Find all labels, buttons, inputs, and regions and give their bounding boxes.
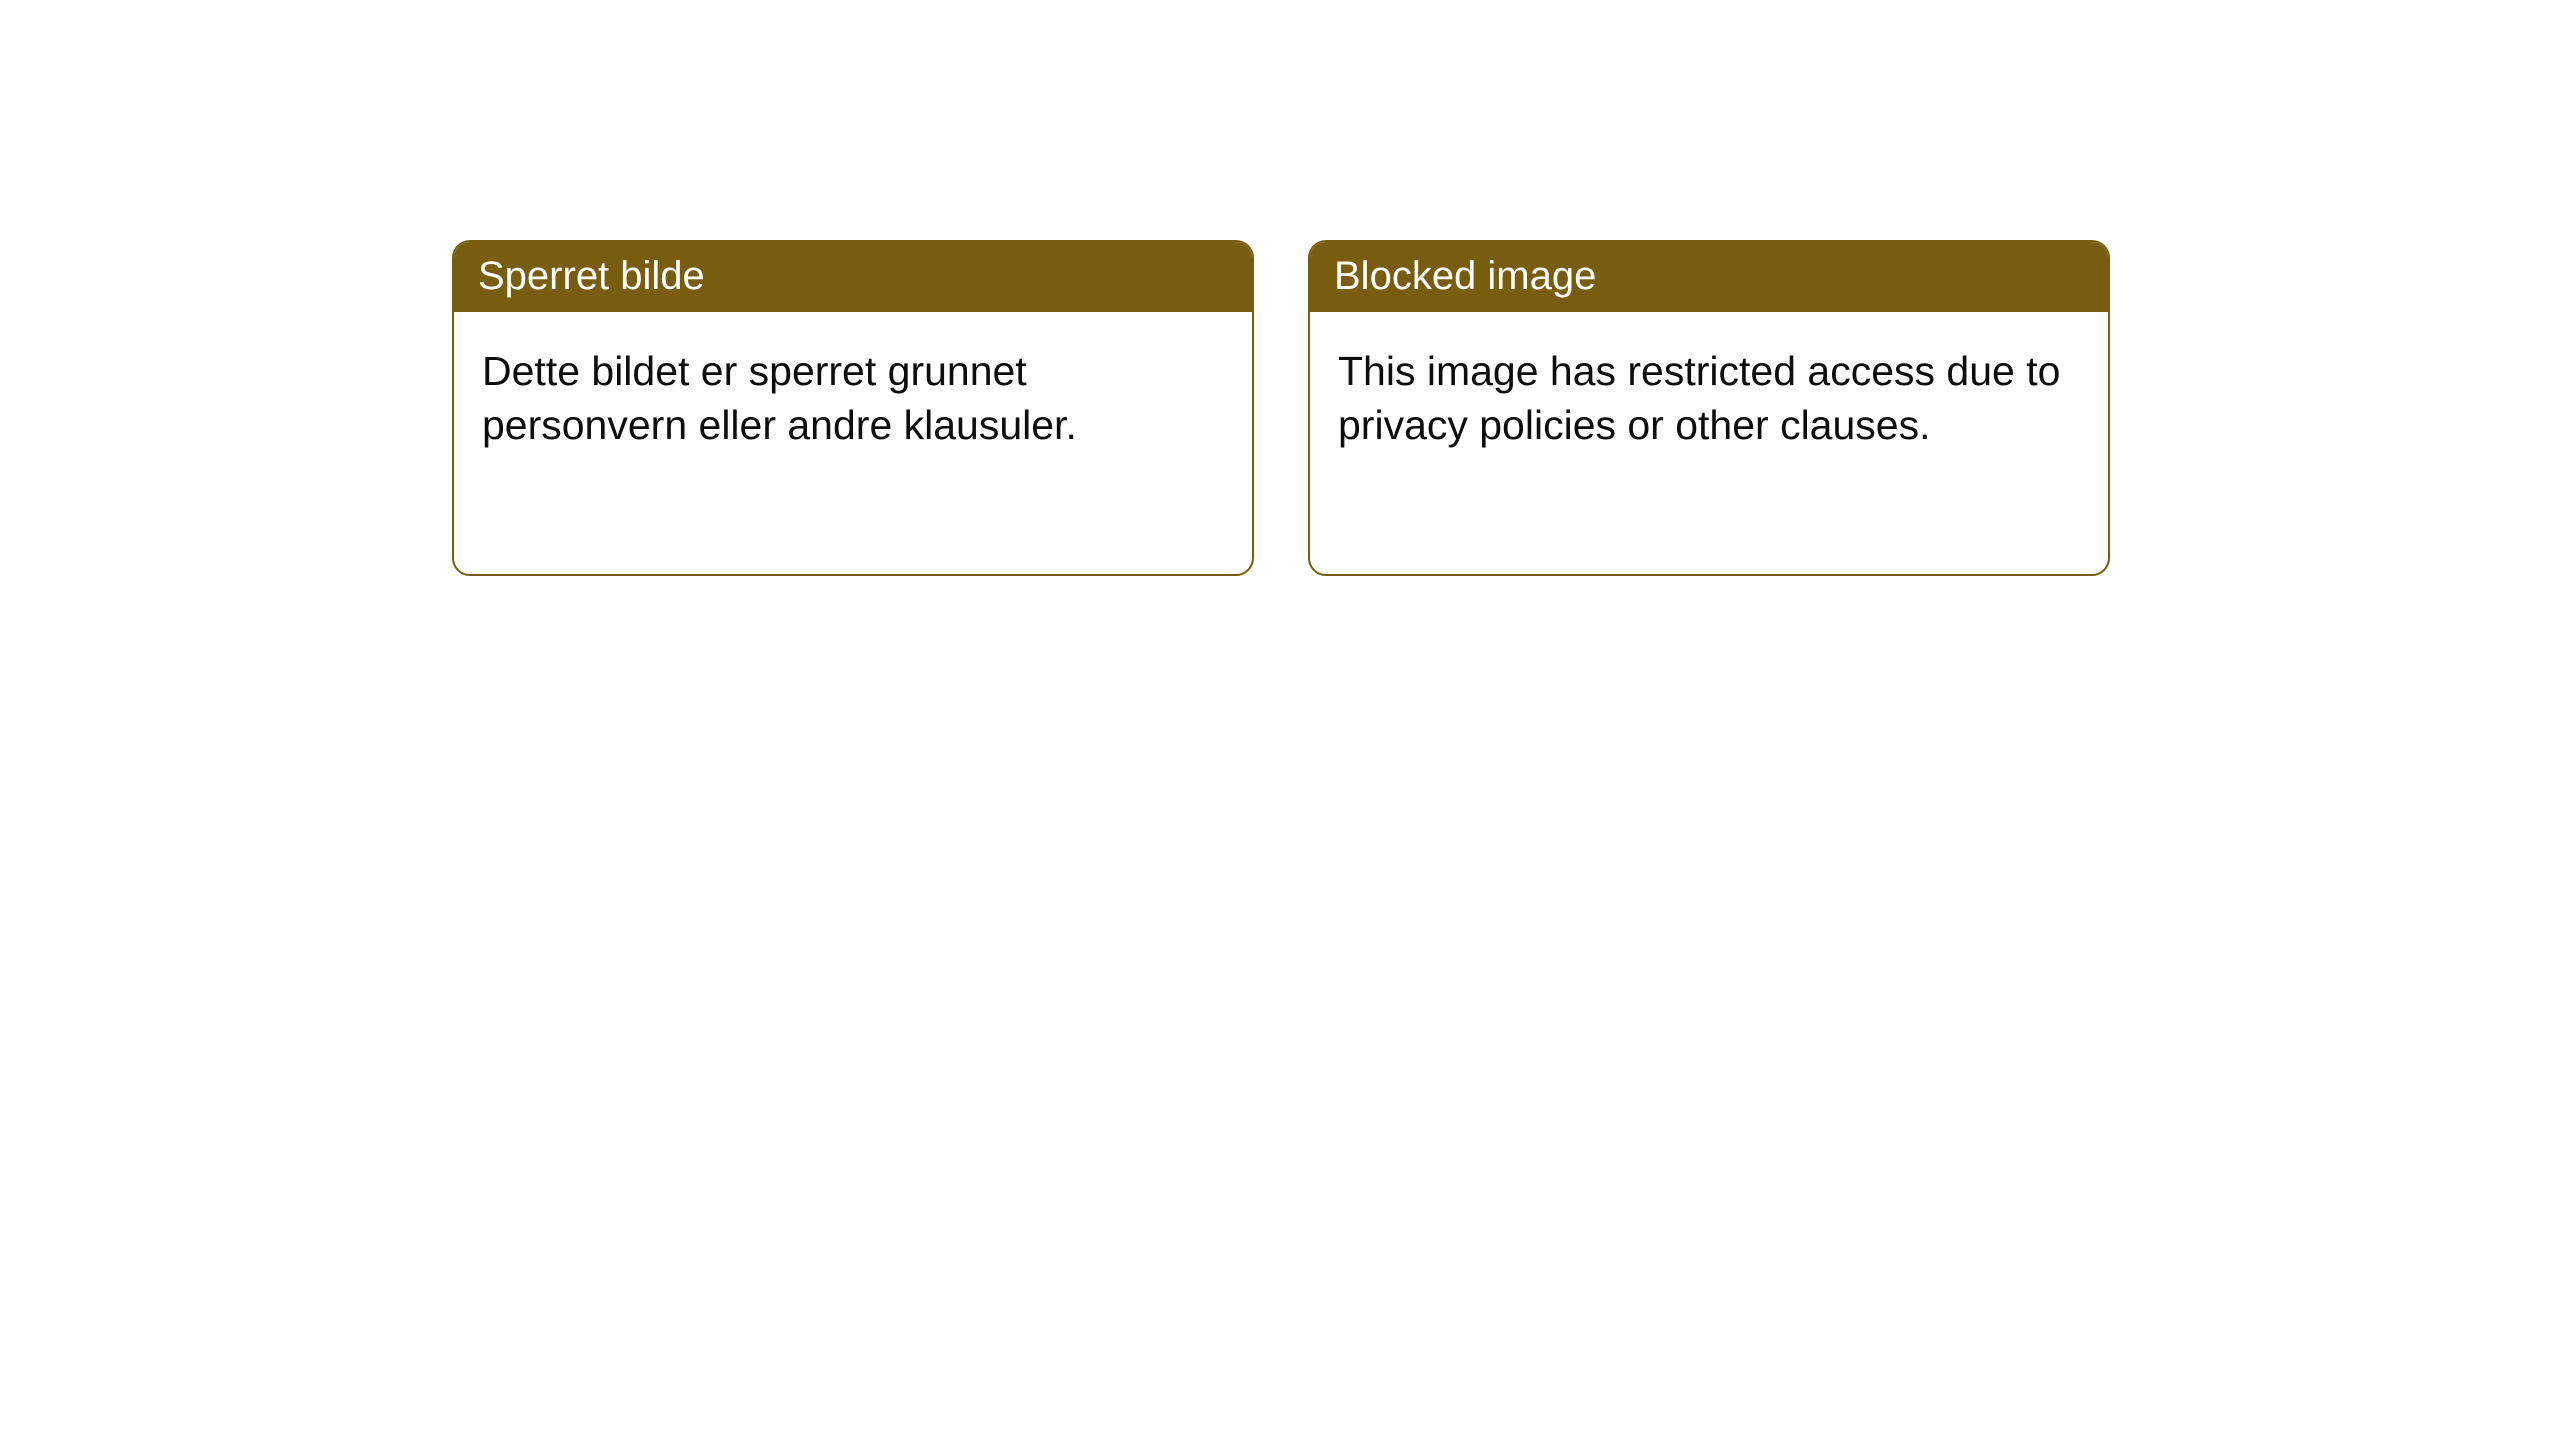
card-title-no: Sperret bilde [454, 242, 1252, 312]
cards-container: Sperret bilde Dette bildet er sperret gr… [452, 240, 2110, 576]
card-body-en: This image has restricted access due to … [1310, 312, 2108, 484]
card-body-no: Dette bildet er sperret grunnet personve… [454, 312, 1252, 484]
blocked-image-card-no: Sperret bilde Dette bildet er sperret gr… [452, 240, 1254, 576]
card-title-en: Blocked image [1310, 242, 2108, 312]
blocked-image-card-en: Blocked image This image has restricted … [1308, 240, 2110, 576]
